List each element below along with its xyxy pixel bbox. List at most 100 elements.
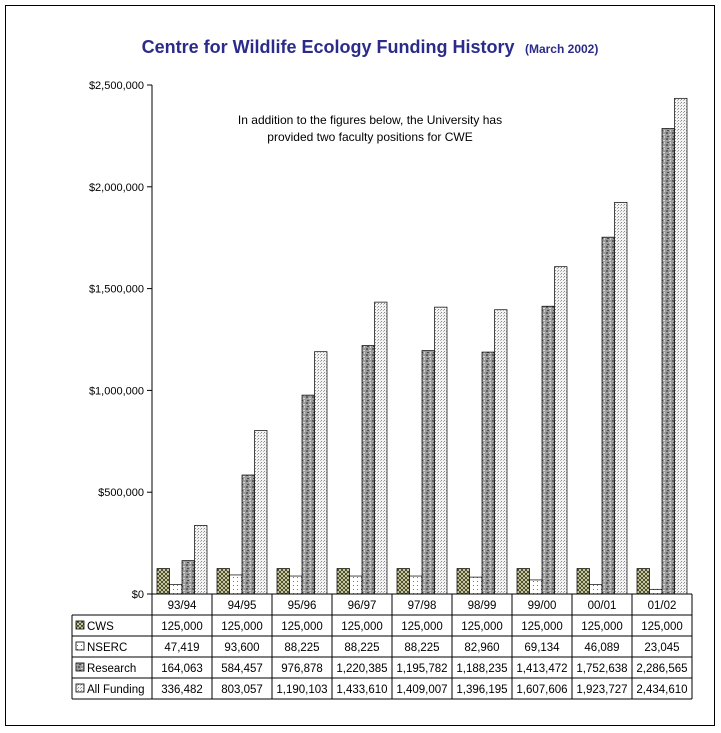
bar-cws [216, 568, 230, 595]
data-table-cell: 1,413,472 [516, 663, 567, 675]
bar-all-funding [314, 351, 328, 595]
bar-research [241, 474, 255, 595]
annotation-line-1: In addition to the figures below, the Un… [238, 113, 502, 127]
bar-all-funding [254, 430, 268, 595]
bar-nserc [289, 575, 303, 595]
data-table-cell: 803,057 [221, 684, 263, 696]
bar-all-funding [614, 201, 628, 595]
data-table-cell: 1,220,385 [336, 663, 387, 675]
data-table-cell: 1,396,195 [456, 684, 507, 696]
chart-frame [5, 5, 715, 726]
legend-label: NSERC [87, 642, 127, 654]
x-tick-label: 00/01 [588, 600, 617, 612]
bar-nserc [589, 584, 603, 595]
data-table-cell: 1,190,103 [276, 684, 327, 696]
data-table-cell: 125,000 [581, 621, 623, 633]
data-table-cell: 46,089 [584, 642, 619, 654]
data-table-cell: 164,063 [161, 663, 203, 675]
chart-subtitle: (March 2002) [525, 42, 598, 56]
data-table-cell: 1,752,638 [576, 663, 627, 675]
legend-swatch [75, 641, 85, 651]
data-table-cell: 125,000 [161, 621, 203, 633]
bar-nserc [469, 576, 483, 595]
bar-research [301, 394, 315, 595]
x-tick-label: 97/98 [408, 600, 437, 612]
bar-nserc [169, 583, 183, 595]
data-table-cell: 125,000 [281, 621, 323, 633]
bar-nserc [349, 575, 363, 595]
x-tick-label: 93/94 [168, 600, 197, 612]
bar-cws [276, 568, 290, 595]
x-tick-label: 99/00 [528, 600, 557, 612]
bar-cws [336, 568, 350, 595]
data-table-cell: 1,188,235 [456, 663, 507, 675]
y-tick-label: $0 [132, 589, 144, 601]
data-table-cell: 125,000 [521, 621, 563, 633]
data-table-cell: 2,286,565 [636, 663, 687, 675]
data-table-cell: 125,000 [221, 621, 263, 633]
bar-nserc [229, 574, 243, 595]
data-table-cell: 69,134 [524, 642, 560, 654]
legend-label: Research [87, 663, 136, 675]
bar-all-funding [194, 525, 208, 595]
data-table-cell: 1,409,007 [396, 684, 447, 696]
bar-research [601, 236, 615, 595]
data-table-cell: 125,000 [461, 621, 503, 633]
y-axis: $0 $500,000 $1,000,000 $1,500,000 $2,000,000… [89, 80, 692, 601]
bar-research [421, 350, 435, 595]
x-tick-label: 98/99 [468, 600, 497, 612]
data-table-cell: 1,923,727 [576, 684, 627, 696]
data-table-cell: 88,225 [344, 642, 379, 654]
legend-swatch [75, 620, 85, 630]
data-table-cell: 1,607,606 [516, 684, 567, 696]
bar-nserc [649, 588, 663, 595]
data-table-cell: 1,195,782 [396, 663, 447, 675]
data-table-cell: 23,045 [644, 642, 679, 654]
bar-research [181, 560, 195, 595]
x-tick-label: 96/97 [348, 600, 377, 612]
data-table-cell: 93,600 [224, 642, 259, 654]
x-tick-label: 95/96 [288, 600, 317, 612]
legend-label: CWS [87, 621, 114, 633]
data-table-cell: 47,419 [164, 642, 199, 654]
data-table-cell: 584,457 [221, 663, 263, 675]
data-table-cell: 125,000 [341, 621, 383, 633]
data-table-cell: 2,434,610 [636, 684, 687, 696]
bar-cws [636, 568, 650, 595]
bar-nserc [529, 579, 543, 595]
bar-research [541, 305, 555, 595]
data-table-cell: 88,225 [404, 642, 439, 654]
y-tick-label: $1,500,000 [89, 284, 144, 296]
chart-title: Centre for Wildlife Ecology Funding Hist… [142, 37, 599, 57]
data-table-cell: 1,433,610 [336, 684, 387, 696]
annotation-line-2: provided two faculty positions for CWE [267, 130, 472, 144]
bar-all-funding [494, 309, 508, 595]
legend-swatch [75, 683, 85, 693]
bar-all-funding [374, 301, 388, 595]
y-tick-label: $1,000,000 [89, 385, 144, 397]
y-tick-label: $2,500,000 [89, 80, 144, 92]
bar-series [156, 97, 688, 595]
data-table-cell: 125,000 [641, 621, 683, 633]
bar-all-funding [554, 266, 568, 595]
bar-cws [456, 568, 470, 595]
legend-label: All Funding [87, 684, 145, 696]
data-table-cell: 125,000 [401, 621, 443, 633]
data-table-cell: 976,878 [281, 663, 323, 675]
data-table-cell: 336,482 [161, 684, 203, 696]
bar-all-funding [674, 97, 688, 595]
bar-all-funding [434, 306, 448, 595]
y-tick-label: $500,000 [98, 487, 144, 499]
data-table-cell: 82,960 [464, 642, 499, 654]
bar-research [481, 351, 495, 595]
chart-title-main: Centre for Wildlife Ecology Funding Hist… [142, 37, 515, 57]
bar-research [361, 345, 375, 595]
bar-cws [156, 568, 170, 595]
bar-cws [516, 568, 530, 595]
bar-cws [396, 568, 410, 595]
bar-cws [576, 568, 590, 595]
data-table: 93/94 94/95 95/96 96/97 97/98 98/99 99/00 00/01… [71, 593, 693, 700]
x-tick-label: 94/95 [228, 600, 257, 612]
bar-nserc [409, 575, 423, 595]
